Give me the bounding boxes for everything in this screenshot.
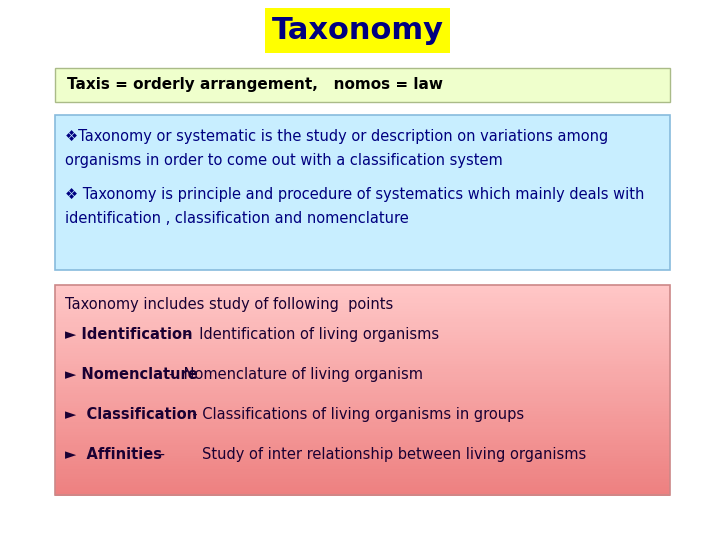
Bar <box>55 366 670 369</box>
Bar <box>55 303 670 307</box>
Bar <box>55 456 670 459</box>
Bar <box>55 293 670 296</box>
Bar <box>55 291 670 293</box>
Bar <box>55 395 670 399</box>
Text: -        Study of inter relationship between living organisms: - Study of inter relationship between li… <box>155 447 586 462</box>
Bar <box>55 435 670 438</box>
Bar <box>55 403 670 406</box>
Bar <box>55 429 670 433</box>
Bar <box>55 380 670 383</box>
Text: organisms in order to come out with a classification system: organisms in order to come out with a cl… <box>65 153 503 168</box>
Bar <box>55 288 670 291</box>
Bar <box>55 309 670 312</box>
Bar <box>55 311 670 314</box>
Bar <box>55 477 670 480</box>
Bar <box>55 469 670 472</box>
Text: Taxis = orderly arrangement,   nomos = law: Taxis = orderly arrangement, nomos = law <box>67 78 443 92</box>
Text: ❖Taxonomy or systematic is the study or description on variations among: ❖Taxonomy or systematic is the study or … <box>65 129 608 144</box>
Bar <box>55 463 670 467</box>
Text: - Classifications of living organisms in groups: - Classifications of living organisms in… <box>183 407 524 422</box>
Bar <box>55 458 670 461</box>
Bar <box>55 480 670 482</box>
Bar <box>55 314 670 317</box>
Bar <box>55 471 670 475</box>
Bar <box>55 332 670 335</box>
Bar <box>55 398 670 401</box>
Bar <box>55 416 670 420</box>
Bar <box>55 295 670 299</box>
Bar <box>55 490 670 493</box>
Bar <box>55 353 670 356</box>
Bar <box>55 285 670 288</box>
Bar <box>55 374 670 377</box>
Bar <box>55 346 670 348</box>
Bar <box>55 401 670 403</box>
Bar <box>55 338 670 341</box>
Bar <box>55 359 670 362</box>
FancyBboxPatch shape <box>55 115 670 270</box>
Bar <box>55 348 670 351</box>
Bar <box>55 356 670 359</box>
Bar <box>55 393 670 396</box>
Bar <box>55 427 670 430</box>
Bar <box>55 492 670 496</box>
Bar <box>55 482 670 485</box>
Bar <box>55 343 670 346</box>
Text: ►  Affinities: ► Affinities <box>65 447 162 462</box>
Text: ►  Classification: ► Classification <box>65 407 197 422</box>
FancyBboxPatch shape <box>55 68 670 102</box>
Bar <box>55 327 670 330</box>
Bar <box>55 448 670 451</box>
Bar <box>55 372 670 375</box>
Bar <box>55 414 670 417</box>
Bar <box>55 406 670 409</box>
Bar <box>55 329 670 333</box>
Bar <box>55 432 670 435</box>
Text: Taxonomy: Taxonomy <box>271 16 444 45</box>
Bar <box>55 450 670 454</box>
Bar <box>55 325 670 327</box>
Bar <box>55 387 670 390</box>
Bar <box>55 335 670 338</box>
Bar <box>55 364 670 367</box>
Bar <box>55 453 670 456</box>
Bar <box>55 369 670 372</box>
Bar <box>55 424 670 427</box>
Bar <box>55 377 670 380</box>
Bar <box>55 384 670 388</box>
Text: ► Identification: ► Identification <box>65 327 192 342</box>
Bar <box>55 440 670 443</box>
Bar <box>55 422 670 424</box>
Bar <box>55 408 670 411</box>
Bar <box>55 306 670 309</box>
Text: -  Nomenclature of living organism: - Nomenclature of living organism <box>169 367 423 382</box>
Bar <box>55 340 670 343</box>
Bar <box>55 487 670 490</box>
Bar <box>55 419 670 422</box>
Text: -  Identification of living organisms: - Identification of living organisms <box>180 327 439 342</box>
Bar <box>55 316 670 320</box>
FancyBboxPatch shape <box>265 8 450 53</box>
Bar <box>55 442 670 446</box>
Bar <box>55 361 670 365</box>
Bar <box>55 411 670 414</box>
Bar <box>55 474 670 477</box>
Text: ► Nomenclature: ► Nomenclature <box>65 367 198 382</box>
Bar <box>55 466 670 469</box>
Text: identification , classification and nomenclature: identification , classification and nome… <box>65 211 409 226</box>
Bar <box>55 461 670 464</box>
Bar <box>55 437 670 441</box>
Bar <box>55 319 670 322</box>
Bar <box>55 382 670 385</box>
Bar <box>55 390 670 393</box>
Bar <box>55 298 670 301</box>
Bar <box>55 484 670 488</box>
Bar <box>55 322 670 325</box>
Bar <box>55 445 670 448</box>
Bar <box>55 350 670 354</box>
Bar <box>55 301 670 304</box>
Text: Taxonomy includes study of following  points: Taxonomy includes study of following poi… <box>65 297 393 312</box>
Text: ❖ Taxonomy is principle and procedure of systematics which mainly deals with: ❖ Taxonomy is principle and procedure of… <box>65 187 644 202</box>
